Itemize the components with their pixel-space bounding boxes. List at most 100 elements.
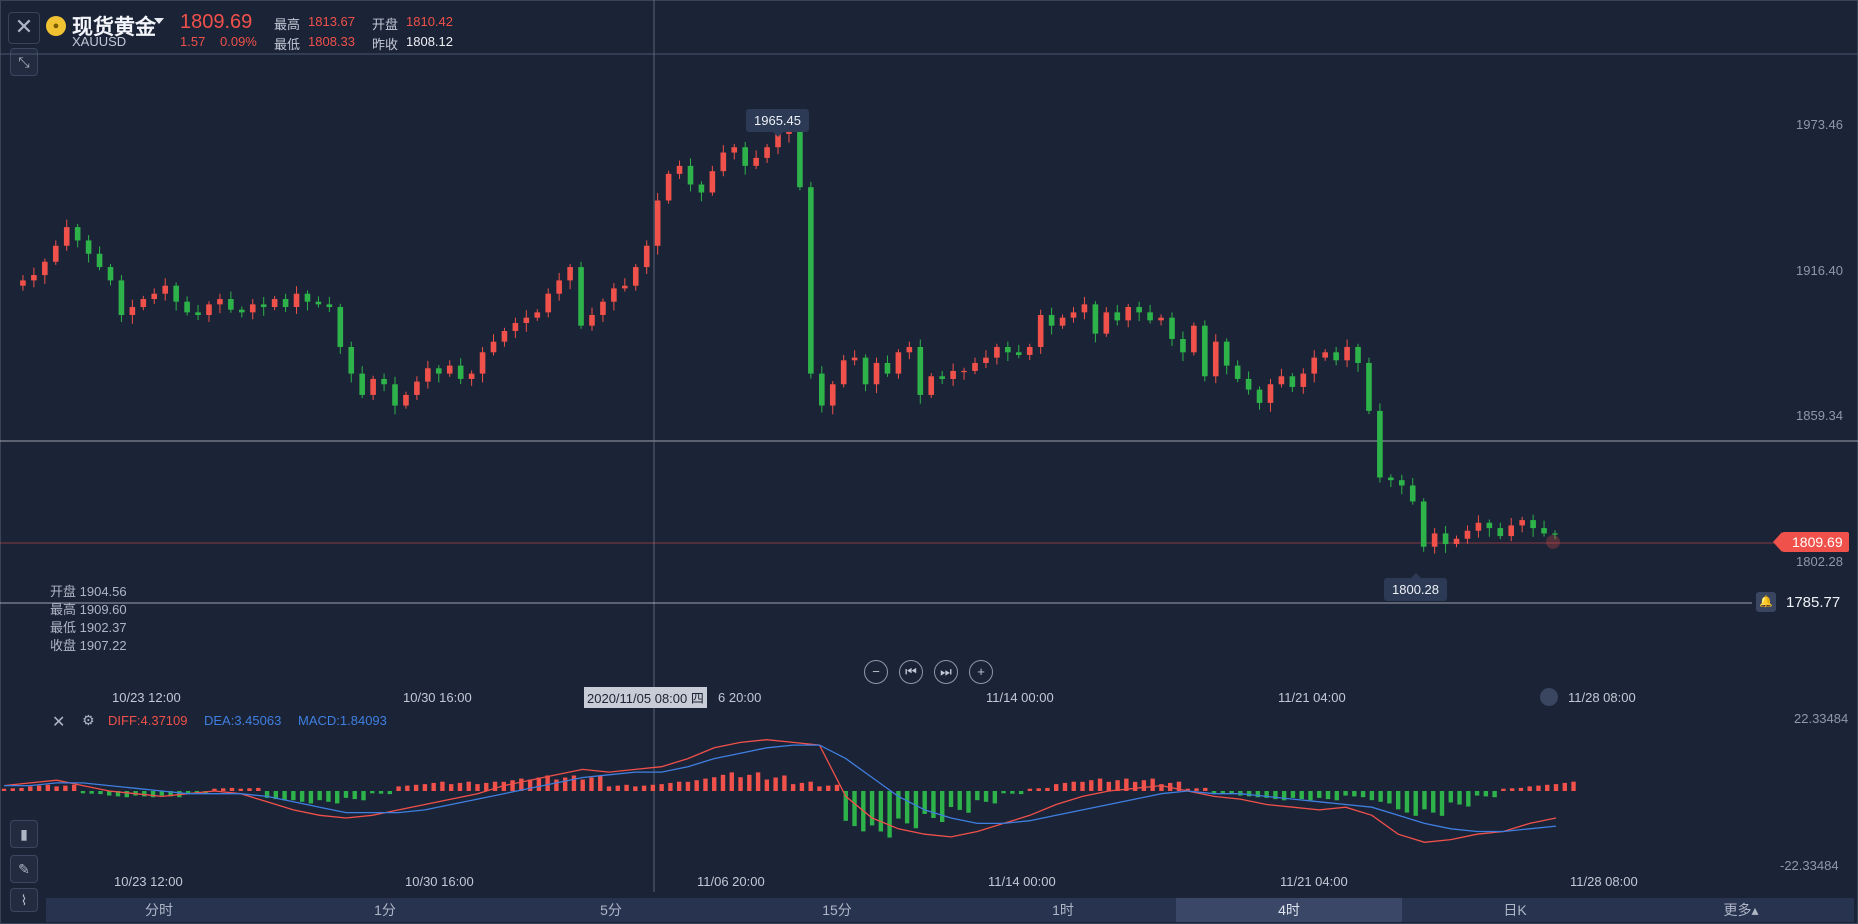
low-marker: 1800.28 bbox=[1384, 573, 1447, 601]
candle-body bbox=[994, 346, 1000, 358]
record-icon[interactable] bbox=[1540, 688, 1558, 706]
line-tool-icon[interactable]: ⌇ bbox=[10, 888, 38, 912]
macd-bar bbox=[1553, 784, 1559, 791]
close-indicator-icon[interactable]: ✕ bbox=[52, 714, 66, 731]
macd-bar bbox=[1387, 791, 1392, 804]
macd-bar bbox=[887, 791, 892, 838]
candle-body bbox=[479, 352, 486, 374]
candle-body bbox=[1026, 346, 1033, 355]
macd-bar bbox=[1176, 781, 1182, 791]
tab-more[interactable]: 更多▴ bbox=[1723, 902, 1759, 918]
candle-body bbox=[326, 304, 333, 308]
candle-body bbox=[162, 285, 169, 294]
macd-bar bbox=[1325, 791, 1331, 800]
macd-bar bbox=[1054, 784, 1059, 791]
macd-bar bbox=[1150, 778, 1155, 791]
macd-bar bbox=[1185, 788, 1190, 791]
collapse-icon[interactable]: ⤡ bbox=[10, 48, 38, 76]
macd-bar bbox=[869, 791, 875, 826]
macd-time-label: 10/23 12:00 bbox=[114, 874, 183, 889]
close-icon[interactable]: ✕ bbox=[8, 12, 40, 44]
crosshair-date: 2020/11/05 08:00 四 bbox=[584, 687, 707, 708]
macd-bar bbox=[1255, 791, 1261, 798]
candle-body bbox=[468, 373, 475, 379]
macd-bar bbox=[1431, 791, 1436, 813]
macd-bar bbox=[1466, 791, 1471, 807]
macd-bar bbox=[1036, 788, 1041, 791]
macd-bar bbox=[1080, 781, 1085, 791]
candle-body bbox=[928, 376, 935, 395]
time-label: 10/30 16:00 bbox=[403, 690, 472, 705]
macd-bar bbox=[1317, 791, 1322, 798]
symbol-name[interactable]: 现货黄金 bbox=[72, 16, 156, 39]
candle-body bbox=[1530, 520, 1536, 529]
skip-back-icon[interactable]: ⏮ bbox=[899, 660, 923, 684]
candle-body bbox=[1311, 357, 1318, 374]
tab-timeframe-active[interactable]: 4时 bbox=[1176, 898, 1402, 922]
candle-body bbox=[753, 157, 759, 166]
macd-bar bbox=[291, 791, 296, 801]
candle-body bbox=[271, 299, 278, 308]
macd-bar bbox=[1106, 781, 1112, 791]
zoom-in-icon[interactable]: + bbox=[969, 660, 993, 684]
macd-bar bbox=[957, 791, 962, 810]
time-label: 11/14 00:00 bbox=[986, 690, 1054, 705]
macd-bar bbox=[370, 791, 375, 794]
candle-body bbox=[1037, 315, 1044, 347]
tab-timeframe[interactable]: 1时 bbox=[1052, 902, 1074, 918]
tab-timeframe[interactable]: 日K bbox=[1503, 902, 1527, 918]
low-label: 最低 bbox=[274, 37, 301, 52]
candle-body bbox=[1388, 477, 1394, 481]
macd-bar bbox=[1562, 782, 1567, 791]
macd-time-label: 11/21 04:00 bbox=[1280, 874, 1348, 889]
chevron-down-icon[interactable] bbox=[154, 18, 164, 24]
tab-timeframe[interactable]: 分时 bbox=[145, 902, 173, 918]
candle-body bbox=[1420, 501, 1427, 547]
draw-pen-icon[interactable]: ✎ bbox=[10, 855, 38, 883]
macd-bar bbox=[1509, 788, 1515, 791]
price-axis-label: 1802.28 bbox=[1796, 554, 1843, 569]
tab-timeframe[interactable]: 15分 bbox=[822, 902, 852, 918]
zoom-out-icon[interactable]: − bbox=[864, 660, 888, 684]
macd-bar bbox=[703, 778, 708, 791]
settings-icon[interactable]: ⚙ bbox=[82, 712, 95, 728]
macd-bar bbox=[273, 791, 279, 800]
candle-body bbox=[501, 330, 508, 342]
macd-bar bbox=[598, 775, 603, 791]
candle-body bbox=[983, 357, 989, 363]
price-axis-label: 1916.40 bbox=[1796, 263, 1843, 278]
macd-bar bbox=[606, 786, 612, 791]
macd-diff-label: DIFF:4.37109 bbox=[108, 713, 188, 728]
alert-line-value[interactable]: 1785.77 bbox=[1786, 594, 1841, 611]
macd-bar bbox=[685, 781, 691, 791]
macd-bar bbox=[71, 784, 77, 791]
candle-body bbox=[961, 370, 967, 373]
candle-body bbox=[282, 299, 289, 308]
candle-body bbox=[797, 120, 803, 188]
macd-bar bbox=[10, 788, 15, 791]
macd-bar bbox=[747, 774, 752, 791]
indicator-icon[interactable]: ▮ bbox=[10, 820, 38, 848]
macd-bar bbox=[1474, 791, 1480, 796]
macd-time-label: 11/06 20:00 bbox=[697, 874, 765, 889]
candle-body bbox=[20, 280, 26, 286]
tab-timeframe[interactable]: 5分 bbox=[600, 902, 622, 918]
candle-body bbox=[589, 315, 595, 326]
bell-icon[interactable]: 🔔 bbox=[1756, 592, 1776, 612]
macd-bar bbox=[624, 784, 629, 791]
candle-body bbox=[1519, 520, 1525, 526]
candle-body bbox=[862, 357, 869, 385]
macd-bar bbox=[1, 788, 7, 791]
timeframe-bar: 分时 1分 5分 15分 1时 4时 日K 更多▴ bbox=[46, 898, 1854, 922]
candle-body bbox=[1508, 525, 1515, 537]
skip-forward-icon[interactable]: ⏭ bbox=[934, 660, 958, 684]
tab-timeframe[interactable]: 1分 bbox=[374, 902, 396, 918]
macd-bar bbox=[729, 772, 734, 791]
macd-bar bbox=[1334, 791, 1339, 801]
macd-bar bbox=[1518, 787, 1524, 791]
macd-bar bbox=[107, 791, 112, 796]
macd-time-label: 11/28 08:00 bbox=[1570, 874, 1638, 889]
macd-bar bbox=[817, 786, 822, 791]
high-value: 1813.67 bbox=[308, 14, 355, 29]
